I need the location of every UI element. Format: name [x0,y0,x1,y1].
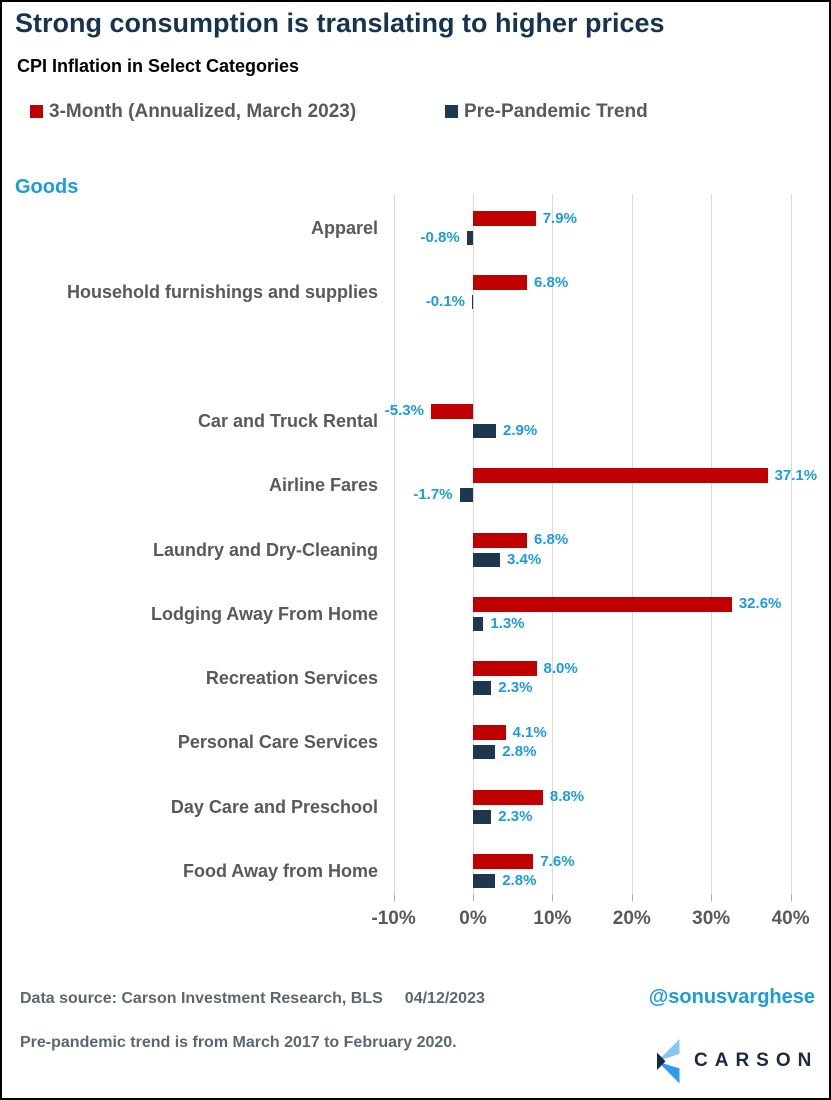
bar-prepandemic [459,488,473,503]
gridline [631,194,633,895]
bar-3month [473,468,768,484]
value-label: -0.8% [420,229,460,246]
x-tick-label: 40% [771,908,810,929]
page-title: Strong consumption is translating to hig… [15,8,665,38]
carson-logo: CARSON [657,1039,817,1085]
x-axis-tick [552,895,554,901]
bar-prepandemic [473,745,496,760]
legend-swatch-3month [30,105,43,118]
bar-prepandemic [473,616,484,631]
value-label: 8.0% [543,659,578,677]
footnote-text: Pre-pandemic trend is from March 2017 to… [20,1034,457,1051]
twitter-handle: @sonusvarghese [648,986,815,1008]
x-tick-label: 0% [459,908,487,929]
bar-3month [430,403,473,419]
gridline [711,194,713,895]
value-label: -0.1% [425,293,465,311]
value-label: 2.8% [502,872,537,889]
carson-logo-icon [657,1039,680,1084]
value-label: 3.4% [506,550,542,568]
category-label: Day Care and Preschool [170,796,378,817]
value-label: 6.8% [533,531,569,548]
legend-label-3month: 3-Month (Annualized, March 2023) [49,101,357,122]
bar-3month [473,725,506,741]
value-label: -1.7% [413,486,453,504]
category-label: Recreation Services [205,668,378,689]
category-label: Household furnishings and supplies [66,282,378,303]
bar-3month [473,789,543,805]
value-label: 8.8% [549,788,585,806]
source-date: 04/12/2023 [404,990,485,1007]
x-axis-tick [473,895,474,901]
x-axis-tick [631,895,633,901]
value-label: 4.1% [512,723,547,741]
bar-prepandemic [473,809,492,824]
x-axis-tick [711,895,713,901]
gridline [552,194,554,895]
category-label: Airline Fares [268,475,378,496]
chart-subtitle: CPI Inflation in Select Categories [17,56,300,76]
category-label: Laundry and Dry-Cleaning [152,539,378,560]
bar-prepandemic [473,874,496,888]
x-axis-tick [790,895,792,901]
bar-prepandemic [473,423,497,438]
x-tick-label: -10% [371,908,416,929]
value-label: 6.8% [533,273,569,291]
x-tick-label: 10% [533,908,572,929]
gridline [790,194,792,895]
bar-3month [473,596,732,612]
carson-logo-text: CARSON [694,1050,819,1071]
value-label: 1.3% [490,614,525,632]
legend-swatch-prepandemic [445,105,458,118]
value-label: 32.6% [738,595,782,613]
source-label: Data source: Carson Investment Research,… [20,990,383,1007]
gridline [393,194,395,895]
value-label: 37.1% [774,466,818,484]
value-label: 7.9% [542,209,577,227]
bar-3month [473,532,527,548]
bar-prepandemic [473,552,500,567]
legend: 3-Month (Annualized, March 2023) Pre-Pan… [2,98,829,126]
section-label-goods: Goods [15,176,79,198]
bar-prepandemic [466,231,473,245]
legend-label-prepandemic: Pre-Pandemic Trend [464,101,648,122]
x-tick-label: 30% [692,908,731,929]
category-label: Car and Truck Rental [197,410,378,431]
category-label: Food Away from Home [182,861,378,881]
data-source-text: Data source: Carson Investment Research,… [20,990,485,1008]
value-label: 7.6% [540,852,575,870]
bar-3month [473,661,537,677]
x-tick-label: 20% [612,908,651,929]
category-label: Personal Care Services [177,732,378,753]
bar-3month [473,854,534,869]
bar-prepandemic [472,295,473,310]
value-label: 2.3% [498,807,533,825]
x-axis-tick [393,895,395,901]
bar-3month [473,211,536,226]
bar-3month [473,275,527,291]
bar-prepandemic [473,681,492,696]
value-label: 2.8% [502,743,537,761]
category-label: Lodging Away From Home [150,603,378,624]
value-label: -5.3% [384,402,424,420]
value-label: 2.9% [503,421,538,439]
value-label: 2.3% [498,679,533,697]
category-label: Apparel [310,218,378,238]
